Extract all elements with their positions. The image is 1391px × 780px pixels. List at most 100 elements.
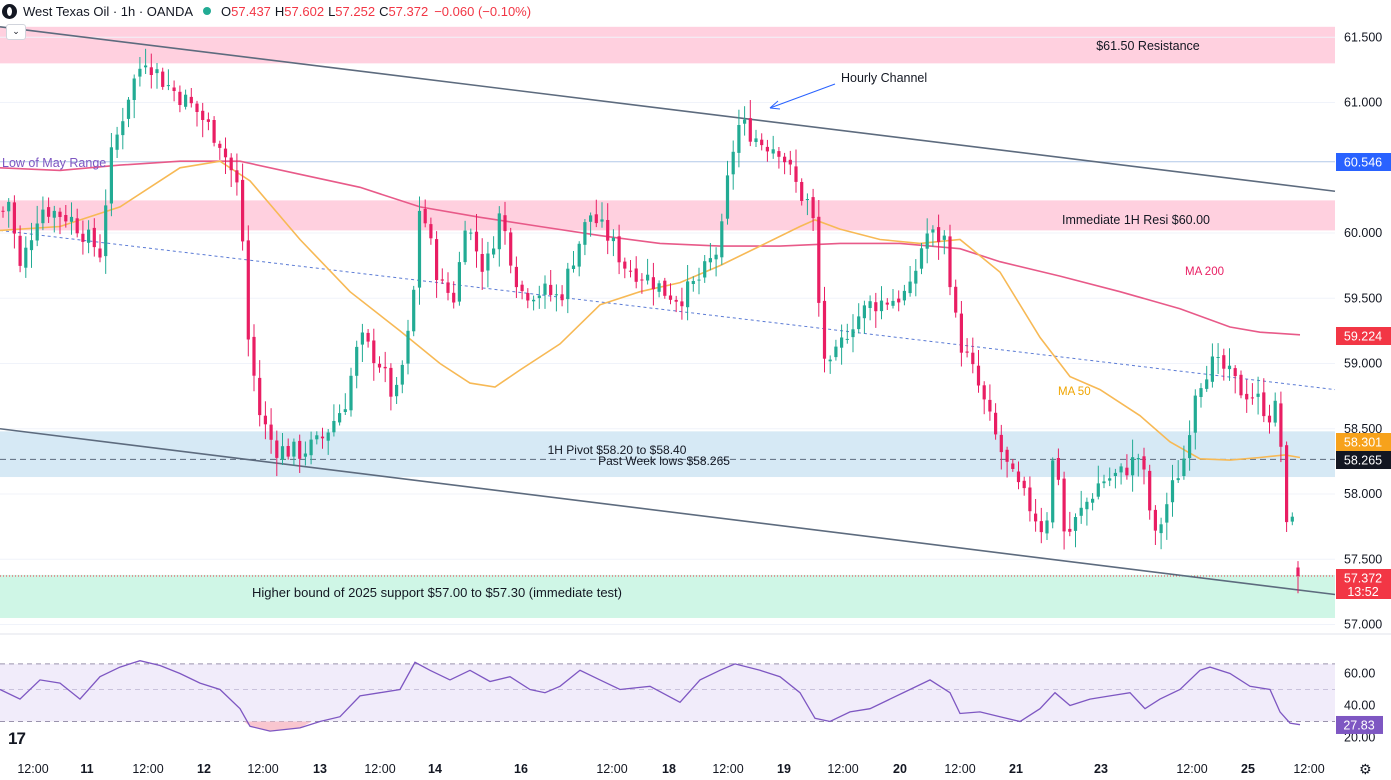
time-tick-label: 19 [777, 762, 791, 776]
candle-body [925, 233, 929, 249]
oanda-logo-icon [2, 3, 17, 19]
candle-body [703, 261, 707, 278]
price-tag-bg [1336, 153, 1391, 171]
candle-body [817, 216, 821, 303]
candle-body [1205, 379, 1209, 389]
channel-lower-line [0, 427, 1336, 596]
time-axis: 12:00 11 12:00 12 12:00 13 12:00 14 16 12:00 18 12:… [17, 762, 1324, 776]
change-value: −0.060 (−0.10%) [434, 3, 532, 19]
candle-body [640, 279, 644, 281]
candle-body [435, 239, 439, 280]
candle-body [1239, 374, 1243, 396]
candle-body [1091, 498, 1095, 503]
price-tag-label: 58.301 [1344, 436, 1382, 450]
candle-body [1233, 368, 1237, 377]
candle-body [577, 243, 581, 267]
candle-body [412, 289, 416, 332]
candle-body [931, 229, 935, 233]
zone-immediate-resistance [0, 200, 1335, 231]
candle-body [1159, 524, 1163, 534]
candle-body [834, 346, 838, 358]
time-tick-label: 12:00 [712, 762, 743, 776]
candle-body [942, 235, 946, 240]
candle-body [1210, 356, 1214, 382]
candle-body [372, 340, 376, 364]
candle-body [155, 69, 159, 74]
price-tick-label: 61.000 [1344, 96, 1382, 110]
price-tick-label: 57.000 [1344, 618, 1382, 632]
candle-body [657, 283, 661, 292]
candle-body [400, 364, 404, 385]
candle-body [172, 87, 176, 91]
price-tick-label: 58.000 [1344, 487, 1382, 501]
candle-body [1148, 470, 1152, 511]
candle-body [1056, 458, 1060, 480]
zone-label-support: Higher bound of 2025 support $57.00 to $… [252, 585, 622, 600]
time-tick-label: 21 [1009, 762, 1023, 776]
candle-body [822, 300, 827, 359]
candle-body [326, 432, 330, 441]
zone-pivot [0, 431, 1335, 478]
collapse-legend-button[interactable]: ⌄ [6, 24, 26, 40]
candle-body [1262, 392, 1266, 417]
open-label: O [221, 3, 232, 19]
candles-layer [1, 48, 1300, 594]
candle-body [241, 179, 245, 242]
candle-body [377, 363, 382, 368]
candle-body [765, 146, 769, 152]
candle-body [184, 94, 188, 107]
time-tick-label: 12:00 [364, 762, 395, 776]
candle-body [691, 281, 695, 284]
candle-body [417, 210, 422, 288]
annotation-hourly-channel: Hourly Channel [841, 71, 927, 85]
candle-body [309, 439, 313, 456]
candle-body [355, 346, 359, 376]
candle-body [1039, 521, 1043, 533]
candle-body [800, 182, 804, 201]
candle-body [1245, 393, 1249, 400]
candle-body [1227, 365, 1232, 370]
price-tag-bg [1336, 327, 1391, 345]
candle-body [338, 413, 342, 423]
candle-body [1279, 403, 1283, 447]
candle-body [497, 213, 501, 250]
candle-body [18, 235, 22, 266]
tradingview-logo-icon[interactable]: 17 [8, 729, 26, 748]
time-tick-label: 12:00 [1176, 762, 1207, 776]
chart-header: West Texas Oil · 1h · OANDA O 57.437 H 57.… [0, 0, 531, 22]
candle-body [1113, 472, 1117, 476]
candle-body [480, 254, 484, 272]
candle-body [902, 290, 906, 301]
candle-body [1165, 504, 1169, 523]
candle-body [1193, 395, 1197, 433]
candle-body [868, 301, 872, 308]
gear-icon[interactable]: ⚙ [1359, 761, 1372, 777]
candle-body [617, 236, 621, 263]
candle-body [121, 121, 125, 136]
candle-body [760, 139, 764, 146]
hourly-channel-arrow [769, 83, 836, 109]
price-tag-label: 58.265 [1344, 454, 1382, 468]
candle-body [1028, 487, 1032, 512]
candle-body [680, 301, 684, 307]
time-tick-label: 14 [428, 762, 442, 776]
symbol-title[interactable]: West Texas Oil · 1h · OANDA [23, 3, 194, 19]
candle-body [543, 283, 547, 295]
rsi-last-tag-bg [1336, 715, 1383, 734]
price-tag-label: 60.546 [1344, 156, 1382, 170]
candle-body [195, 103, 199, 112]
candle-body [218, 143, 222, 148]
candle-body [1045, 520, 1049, 534]
candle-body [537, 295, 541, 299]
rsi-last-tag-label: 27.83 [1343, 718, 1374, 732]
candle-body [686, 281, 690, 308]
channel-upper-line [0, 26, 1336, 193]
low-value: 57.252 [335, 3, 376, 19]
candle-body [1051, 460, 1055, 523]
candle-body [1188, 435, 1192, 459]
candle-body [144, 65, 148, 68]
candle-body [1131, 457, 1135, 476]
price-tag: 59.224 [1336, 327, 1391, 345]
candle-body [69, 216, 74, 222]
